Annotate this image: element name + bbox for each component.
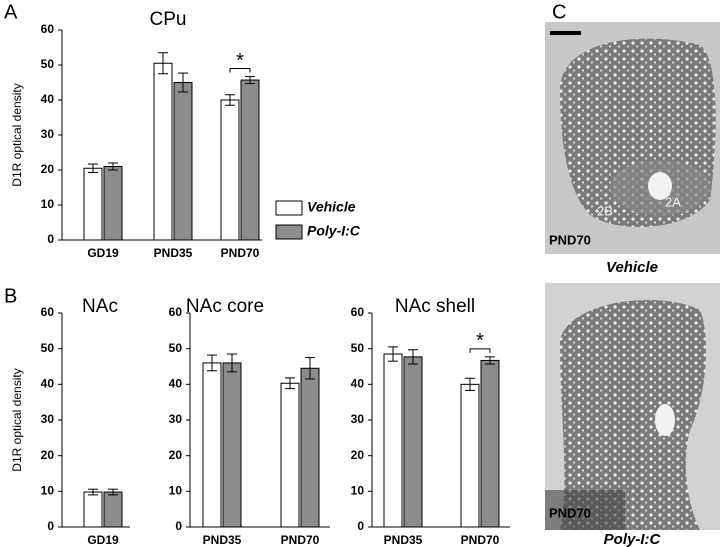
bar (300, 367, 320, 528)
y-axis-label: D1R optical density (10, 368, 24, 471)
y-tick-label: 50 (169, 341, 183, 355)
panel-letter: C (552, 1, 566, 23)
y-tick-label: 10 (41, 484, 55, 498)
chart-title: CPu (150, 9, 187, 30)
error-bar (207, 354, 217, 372)
y-tick-label: 0 (47, 519, 54, 533)
bar (202, 362, 222, 528)
bar (280, 382, 300, 528)
image-caption: Vehicle (606, 259, 658, 276)
bar (173, 82, 193, 241)
region-label: 2A (665, 194, 681, 209)
x-tick-label: GD19 (87, 533, 119, 547)
image-label: PND70 (549, 505, 591, 520)
y-tick-label: 50 (351, 341, 365, 355)
significance-bracket (469, 348, 491, 353)
error-bar (485, 356, 495, 365)
bar (383, 353, 403, 528)
error-bar (108, 162, 118, 171)
y-tick-label: 50 (41, 57, 55, 71)
x-tick-label: GD19 (87, 246, 119, 260)
y-tick-label: 40 (41, 377, 55, 391)
y-axis-label: D1R optical density (10, 83, 24, 186)
y-tick-label: 50 (41, 341, 55, 355)
region-label: 2B (597, 203, 613, 218)
significance-mark: * (476, 330, 484, 352)
y-tick-label: 20 (169, 448, 183, 462)
legend-label: Poly-I:C (307, 223, 361, 239)
image-label: PND70 (549, 232, 591, 247)
error-bar (88, 488, 98, 496)
y-tick-label: 60 (169, 305, 183, 319)
x-tick-label: PND70 (461, 533, 500, 547)
error-bar (158, 52, 168, 75)
error-bar (225, 94, 235, 106)
micrograph (545, 22, 720, 254)
x-tick-label: PND70 (281, 533, 320, 547)
micrograph (545, 283, 720, 530)
y-tick-label: 40 (169, 377, 183, 391)
y-tick-label: 30 (169, 412, 183, 426)
y-tick-label: 20 (351, 448, 365, 462)
bar (240, 79, 260, 241)
bar (103, 166, 123, 241)
bar (403, 356, 423, 528)
y-tick-label: 60 (41, 22, 55, 36)
error-bar (465, 377, 475, 391)
y-tick-label: 60 (41, 305, 55, 319)
x-tick-label: PND35 (384, 533, 423, 547)
y-tick-label: 30 (41, 412, 55, 426)
significance-mark: * (236, 50, 244, 72)
legend-label: Vehicle (307, 199, 356, 215)
error-bar (305, 357, 315, 380)
legend-swatch (275, 224, 303, 240)
y-tick-label: 0 (357, 519, 364, 533)
x-tick-label: PND35 (203, 533, 242, 547)
bar (460, 383, 480, 528)
y-tick-label: 10 (169, 484, 183, 498)
error-bar (408, 349, 418, 365)
y-tick-label: 30 (351, 412, 365, 426)
bar (103, 491, 123, 528)
y-tick-label: 10 (351, 484, 365, 498)
y-tick-label: 0 (47, 232, 54, 246)
legend-swatch (275, 200, 303, 216)
bar (480, 359, 500, 528)
chart-title: NAc (82, 296, 118, 317)
error-bar (388, 346, 398, 362)
error-bar (285, 377, 295, 390)
bar (220, 99, 240, 241)
error-bar (178, 72, 188, 93)
error-bar (227, 353, 237, 373)
error-bar (108, 488, 118, 496)
y-tick-label: 10 (41, 197, 55, 211)
error-bar (245, 76, 255, 85)
y-tick-label: 60 (351, 305, 365, 319)
bar (153, 62, 173, 241)
y-tick-label: 0 (175, 519, 182, 533)
error-bar (88, 163, 98, 173)
chart-title: NAc shell (395, 296, 475, 317)
panel-letter: A (4, 1, 18, 23)
significance-bracket (229, 68, 251, 73)
y-tick-label: 30 (41, 127, 55, 141)
bar (83, 167, 103, 241)
y-tick-label: 40 (41, 92, 55, 106)
y-tick-label: 20 (41, 162, 55, 176)
x-tick-label: PND70 (221, 246, 260, 260)
bar (83, 491, 103, 528)
y-tick-label: 40 (351, 377, 365, 391)
x-tick-label: PND35 (154, 246, 193, 260)
image-caption: Poly-I:C (604, 531, 662, 547)
bar (222, 362, 242, 528)
y-tick-label: 20 (41, 448, 55, 462)
chart-title: NAc core (186, 296, 264, 317)
panel-letter: B (4, 285, 17, 307)
